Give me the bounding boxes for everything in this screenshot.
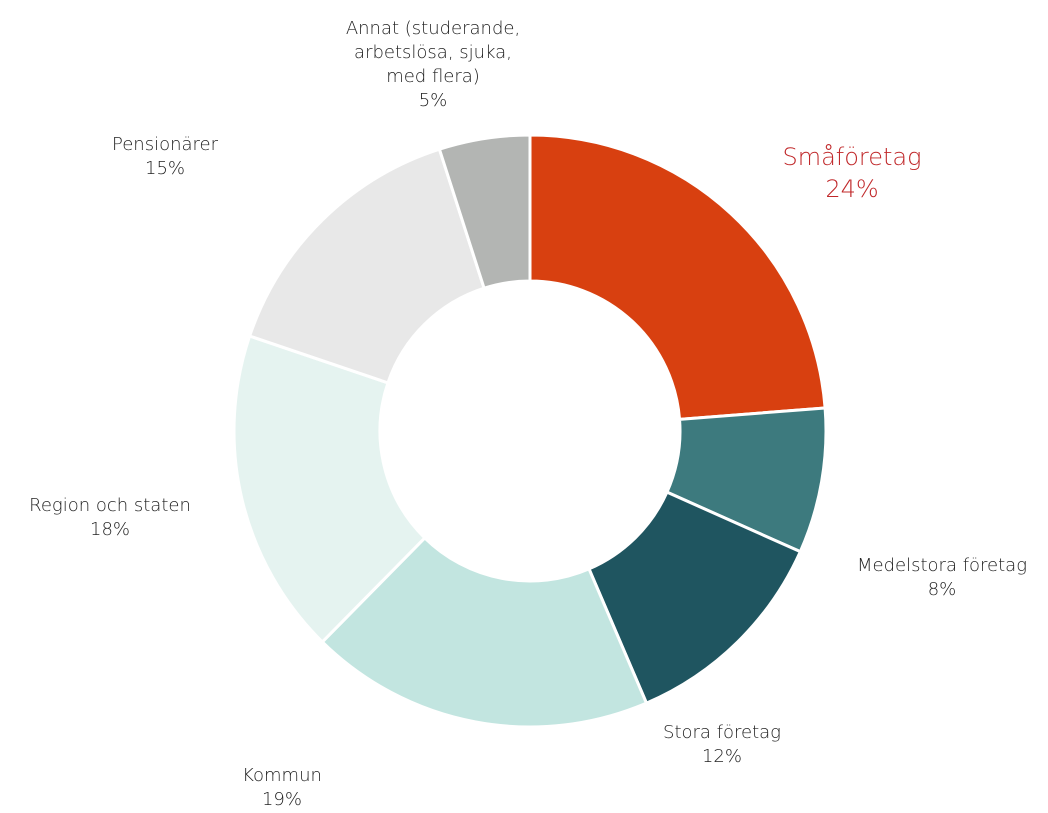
value-label: 8%	[927, 579, 957, 600]
value-label: 5%	[418, 90, 448, 111]
slice-label: Kommun 19%	[242, 764, 322, 812]
category-label: Annat (studerande, arbetslösa, sjuka, me…	[345, 18, 521, 87]
slice-label: Småföretag 24%	[782, 141, 921, 205]
slice-label: Pensionärer 15%	[112, 133, 218, 181]
category-label: Medelstora företag	[856, 555, 1028, 576]
donut-slice	[247, 147, 486, 385]
donut-slice	[437, 133, 532, 291]
donut-slice	[528, 133, 827, 421]
category-label: Småföretag	[782, 143, 922, 171]
value-label: 12%	[701, 746, 742, 767]
category-label: Kommun	[242, 765, 322, 786]
value-label: 24%	[825, 175, 879, 203]
category-label: Stora företag	[663, 722, 781, 743]
donut-slice	[587, 490, 803, 706]
category-label: Region och staten	[29, 495, 191, 516]
category-label: Pensionärer	[111, 134, 219, 155]
value-label: 19%	[261, 789, 302, 810]
slice-label: Region och staten 18%	[29, 494, 191, 542]
value-label: 18%	[89, 519, 131, 540]
donut-slice	[320, 535, 649, 729]
donut-slice	[232, 334, 427, 645]
value-label: 15%	[144, 158, 186, 179]
slice-label: Stora företag 12%	[663, 721, 781, 769]
slice-label: Medelstora företag 8%	[857, 554, 1027, 602]
slice-label: Annat (studerande, arbetslösa, sjuka, me…	[333, 17, 533, 113]
